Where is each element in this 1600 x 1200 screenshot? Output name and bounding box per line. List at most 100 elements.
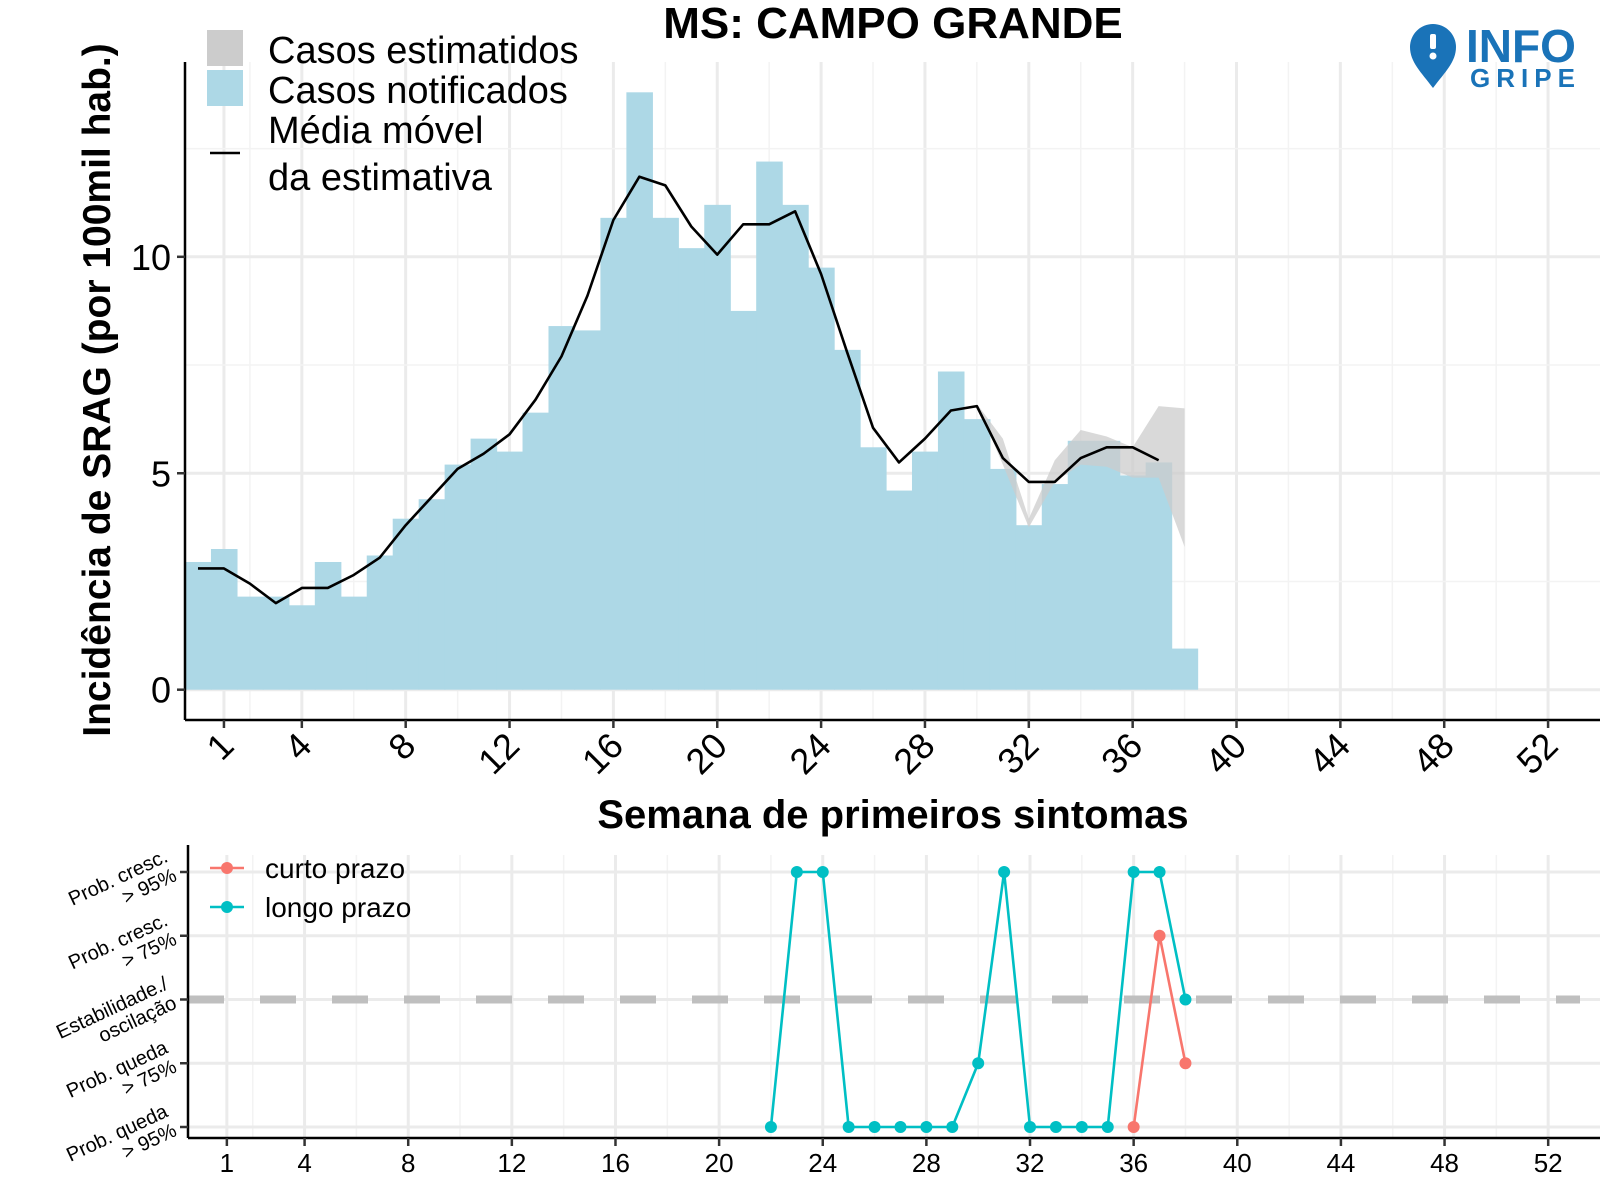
notified-cases-bar xyxy=(989,468,1017,690)
notified-cases-bar xyxy=(418,499,446,690)
legend-key-notified xyxy=(207,70,243,106)
legend-key-estimated xyxy=(207,30,243,66)
logo-text-info: INFO xyxy=(1466,20,1576,72)
legend-label-moving-average-line: da estimativa xyxy=(268,157,493,199)
notified-cases-bar xyxy=(1067,440,1095,690)
notified-cases-bar xyxy=(340,596,368,690)
legend-label-estimated: Casos estimatidos xyxy=(268,30,578,72)
incidence-x-tick-label: 12 xyxy=(470,725,527,782)
notified-cases-bar xyxy=(185,561,212,690)
long-term-trend-point xyxy=(1127,866,1140,878)
long-term-trend-point xyxy=(1153,866,1166,878)
trend-legend-key-dot xyxy=(221,901,233,913)
incidence-x-axis-label: Semana de primeiros sintomas xyxy=(597,793,1188,837)
notified-cases-bar xyxy=(548,326,576,690)
trend-chart: 1 4 8 12 16 20 24 28 32 36 40 44 48 52 Prob. queda> 9… xyxy=(53,845,1600,1178)
long-term-trend-point xyxy=(790,866,803,878)
notified-cases-bar xyxy=(808,267,835,690)
notified-cases-bar xyxy=(652,217,679,690)
trend-lines xyxy=(764,866,1192,1133)
trend-x-tick-label: 48 xyxy=(1430,1148,1459,1178)
chart-title: MS: CAMPO GRANDE xyxy=(663,0,1123,48)
notified-cases-bar xyxy=(756,161,783,690)
incidence-y-tick-label: 5 xyxy=(151,453,171,494)
trend-legend-label: curto prazo xyxy=(265,853,405,884)
notified-cases-bar xyxy=(392,518,420,690)
incidence-y-tick-labels: 0 5 10 xyxy=(131,237,171,711)
incidence-y-axis-label: Incidência de SRAG (por 100mil hab.) xyxy=(76,43,119,737)
incidence-x-tick-label: 20 xyxy=(678,725,735,782)
trend-legend-key-dot xyxy=(221,862,233,874)
incidence-x-tick-label: 24 xyxy=(781,725,838,782)
long-term-trend-point xyxy=(946,1121,959,1133)
incidence-y-tick-label: 0 xyxy=(151,670,171,711)
trend-x-tick-labels: 1 4 8 12 16 20 24 28 32 36 40 44 48 52 xyxy=(220,1148,1563,1178)
short-term-trend-point xyxy=(1153,929,1166,942)
incidence-x-tick-label: 40 xyxy=(1197,725,1254,782)
trend-x-tick-label: 16 xyxy=(601,1148,630,1178)
incidence-x-tick-label: 44 xyxy=(1301,725,1358,782)
short-term-trend-point xyxy=(1179,1057,1192,1070)
moving-average-line xyxy=(197,175,1160,605)
notified-cases-bar xyxy=(470,438,498,690)
long-term-trend-point xyxy=(972,1057,985,1070)
long-term-trend-point xyxy=(894,1121,907,1133)
incidence-x-tick-label: 16 xyxy=(574,725,631,782)
incidence-x-tick-label: 4 xyxy=(276,725,319,768)
notified-cases-bar xyxy=(678,248,705,690)
trend-x-tick-label: 8 xyxy=(401,1148,415,1178)
long-term-trend-point xyxy=(998,866,1011,878)
map-pin-icon-mark xyxy=(1430,34,1436,49)
legend-label-notified: Casos notificados xyxy=(268,70,568,112)
trend-legend-label: longo prazo xyxy=(265,892,411,923)
estimated-cases-band-area xyxy=(950,403,1185,547)
trend-x-tick-label: 20 xyxy=(705,1148,734,1178)
long-term-trend-point xyxy=(816,866,829,878)
notified-cases-bar xyxy=(366,555,394,690)
long-term-trend-point xyxy=(1075,1121,1088,1133)
trend-x-tick-label: 28 xyxy=(912,1148,941,1178)
notified-cases-bar xyxy=(1093,440,1121,690)
long-term-trend-point xyxy=(1024,1121,1037,1133)
estimated-cases-band xyxy=(950,403,1185,547)
trend-x-tick-label: 52 xyxy=(1534,1148,1563,1178)
legend-label-moving-average: Média móvel da estimativa xyxy=(268,110,493,199)
long-term-trend-point xyxy=(920,1121,933,1133)
incidence-x-tick-label: 48 xyxy=(1405,725,1462,782)
trend-x-tick-label: 4 xyxy=(297,1148,311,1178)
trend-x-tick-label: 32 xyxy=(1016,1148,1045,1178)
notified-cases-bar xyxy=(963,419,991,690)
infogripe-logo: INFO GRIPE xyxy=(1410,20,1576,93)
trend-x-tick-label: 40 xyxy=(1223,1148,1252,1178)
notified-cases-bar xyxy=(236,596,264,690)
notified-cases-bar xyxy=(730,310,757,690)
notified-cases-bar xyxy=(496,451,524,690)
long-term-trend-point xyxy=(1101,1121,1114,1133)
incidence-x-tick-label: 1 xyxy=(198,725,241,768)
notified-cases-bars xyxy=(185,92,1199,690)
notified-cases-bar xyxy=(262,596,290,690)
incidence-x-tick-label: 8 xyxy=(380,725,423,768)
notified-cases-bar xyxy=(860,447,887,690)
trend-x-tick-label: 36 xyxy=(1119,1148,1148,1178)
incidence-x-tick-label: 32 xyxy=(989,725,1046,782)
long-term-trend-point xyxy=(868,1121,881,1133)
notified-cases-bar xyxy=(937,371,965,690)
long-term-trend-point xyxy=(764,1121,777,1133)
trend-legend: curto prazo longo prazo xyxy=(210,853,411,923)
incidence-axes xyxy=(177,62,1600,728)
incidence-x-tick-label: 28 xyxy=(885,725,942,782)
notified-cases-bar xyxy=(444,464,472,690)
notified-cases-bar xyxy=(704,204,731,690)
trend-y-tick-labels: Prob. queda> 95%Prob. queda> 75%Estabili… xyxy=(53,846,180,1167)
notified-cases-bar xyxy=(834,349,861,690)
trend-x-tick-label: 44 xyxy=(1326,1148,1355,1178)
notified-cases-bar xyxy=(1041,484,1069,690)
notified-cases-bar xyxy=(574,330,602,690)
notified-cases-bar xyxy=(626,92,653,690)
incidence-y-tick-label: 10 xyxy=(131,237,171,278)
notified-cases-bar xyxy=(782,204,809,690)
